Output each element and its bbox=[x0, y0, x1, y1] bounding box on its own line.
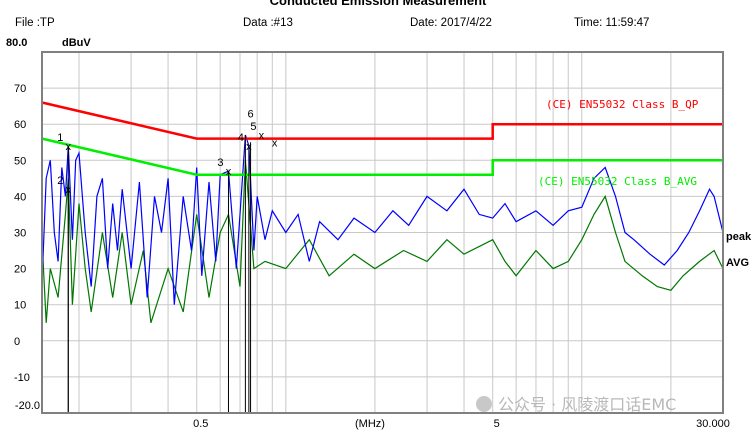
y-tick-label: 20 bbox=[14, 264, 26, 276]
marker-cross: x bbox=[66, 184, 72, 196]
wechat-icon bbox=[476, 396, 492, 412]
data-label: Data :#13 bbox=[243, 17, 293, 29]
traces bbox=[41, 134, 724, 323]
marker-cross: x bbox=[66, 141, 72, 153]
avg-trace bbox=[41, 160, 724, 323]
x-tick-label: 5 bbox=[494, 418, 500, 430]
marker-cross: x bbox=[272, 137, 278, 149]
peak-trace bbox=[41, 134, 724, 305]
marker-label: 2 bbox=[57, 175, 63, 187]
y-tick-label: -20.0 bbox=[15, 400, 40, 412]
y-tick-label: 70 bbox=[14, 83, 26, 95]
qp-limit-line bbox=[41, 101, 723, 140]
qp-limit-label: (CE) EN55032 Class B_QP bbox=[546, 98, 699, 111]
marker-cross: x bbox=[226, 166, 232, 178]
y-tick-label: 0 bbox=[14, 336, 20, 348]
marker-label: 1 bbox=[57, 132, 63, 144]
y-tick-label: 80.0 bbox=[6, 37, 27, 49]
limit-lines bbox=[41, 101, 723, 176]
marker-cross: x bbox=[246, 141, 252, 153]
y-tick-label: 40 bbox=[14, 191, 26, 203]
y-tick-label: 60 bbox=[14, 119, 26, 131]
y-ticks: 80.0 70 60 50 40 30 20 10 0 -10 -20.0 bbox=[6, 37, 40, 412]
x-tick-label: 30.000 bbox=[696, 418, 730, 430]
y-tick-label: 50 bbox=[14, 155, 26, 167]
marker-label: 6 bbox=[248, 108, 254, 120]
x-ticks: 0.5 5 30.000 bbox=[193, 418, 730, 430]
marker-label: 4 bbox=[238, 132, 244, 144]
file-label: File :TP bbox=[15, 17, 55, 29]
x-axis-unit: (MHz) bbox=[355, 418, 385, 430]
avg-trace-label: AVG bbox=[726, 257, 749, 269]
avg-limit-line bbox=[41, 137, 723, 176]
chart-title: Conducted Emission Measurement bbox=[270, 0, 487, 8]
marker-label: 5 bbox=[250, 121, 256, 133]
y-tick-label: 10 bbox=[14, 300, 26, 312]
y-tick-label: -10 bbox=[14, 372, 30, 384]
watermark: 公众号 · 风陵渡口话EMC bbox=[498, 395, 676, 414]
date-label: Date: 2017/4/22 bbox=[410, 17, 492, 29]
x-tick-label: 0.5 bbox=[193, 418, 208, 430]
marker-label: 3 bbox=[217, 157, 223, 169]
marker-cross: x bbox=[259, 130, 265, 142]
y-axis-unit: dBuV bbox=[62, 37, 91, 49]
plot-frame bbox=[41, 51, 724, 414]
peak-trace-label: peak bbox=[726, 231, 752, 243]
y-tick-label: 30 bbox=[14, 228, 26, 240]
avg-limit-label: (CE) EN55032 Class B_AVG bbox=[538, 175, 697, 188]
time-label: Time: 11:59:47 bbox=[574, 17, 649, 29]
